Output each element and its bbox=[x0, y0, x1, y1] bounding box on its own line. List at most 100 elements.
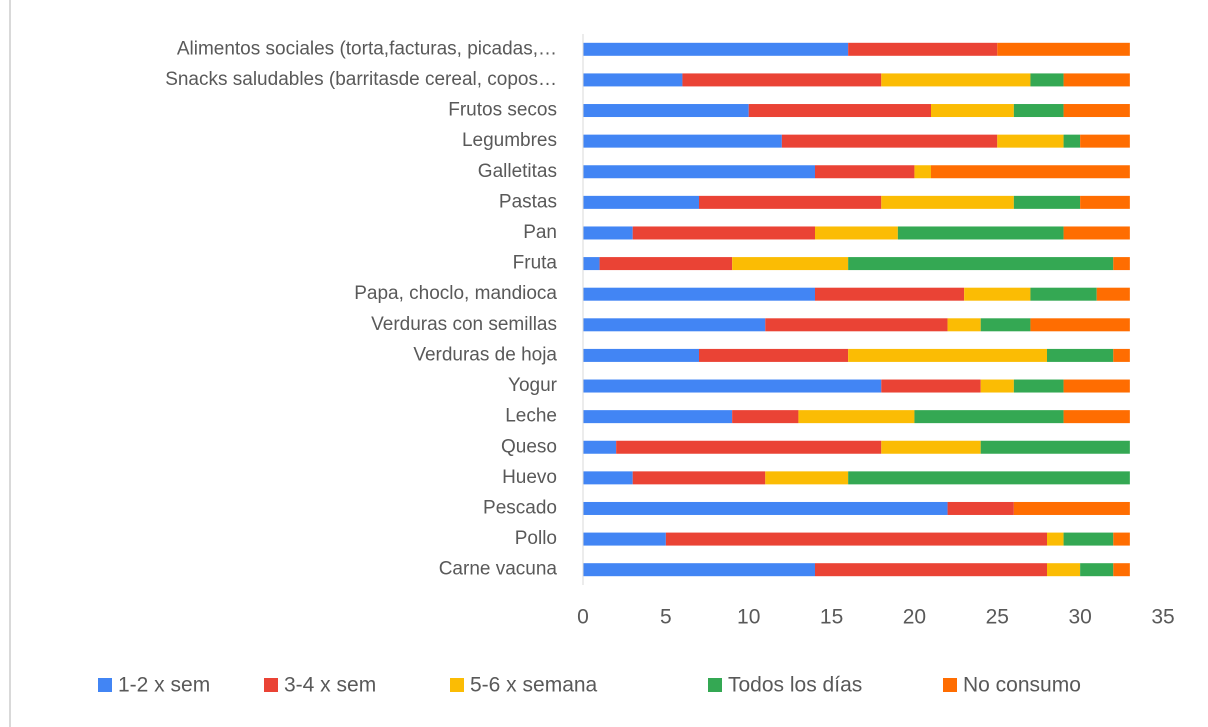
y-tick-label: Snacks saludables (barritasde cereal, co… bbox=[165, 69, 557, 90]
bar-segment bbox=[583, 287, 815, 301]
x-tick-label: 5 bbox=[660, 606, 672, 629]
bar-segment bbox=[1063, 134, 1081, 148]
bar-segment bbox=[583, 73, 683, 87]
bar-segment bbox=[1030, 287, 1097, 301]
bar-segment bbox=[765, 318, 948, 332]
bar-segment bbox=[964, 287, 1031, 301]
bar-segment bbox=[931, 104, 1014, 118]
bar-segment bbox=[881, 195, 1014, 209]
legend-swatch bbox=[98, 678, 112, 692]
y-tick-label: Papa, choclo, mandioca bbox=[354, 283, 557, 304]
bar-segment bbox=[1047, 348, 1114, 362]
y-tick-label: Fruta bbox=[513, 253, 558, 274]
bar-segment bbox=[947, 501, 1014, 515]
bar-segment bbox=[897, 226, 1064, 240]
y-tick-label: Yogur bbox=[508, 375, 558, 396]
bar-segment bbox=[632, 471, 766, 485]
bar-segment bbox=[1113, 257, 1130, 271]
x-tick-label: 0 bbox=[577, 606, 589, 629]
bar-segment bbox=[699, 348, 849, 362]
bar-segment bbox=[583, 348, 699, 362]
bar-segment bbox=[1030, 73, 1064, 87]
bar-segment bbox=[583, 563, 815, 577]
bar-segment bbox=[848, 257, 1114, 271]
bar-segment bbox=[947, 318, 981, 332]
bar-segment bbox=[583, 379, 882, 393]
legend-label: No consumo bbox=[963, 674, 1081, 697]
bar-segment bbox=[699, 195, 882, 209]
bar-segment bbox=[980, 318, 1031, 332]
legend-swatch bbox=[450, 678, 464, 692]
bar-segment bbox=[583, 104, 749, 118]
bar-segment bbox=[815, 563, 1047, 577]
x-tick-label: 15 bbox=[820, 606, 843, 629]
bar-segment bbox=[997, 42, 1130, 56]
bar-segment bbox=[765, 471, 849, 485]
bar-segment bbox=[1013, 104, 1064, 118]
y-tick-label: Legumbres bbox=[462, 130, 557, 151]
y-tick-label: Carne vacuna bbox=[439, 559, 558, 580]
bar-segment bbox=[583, 226, 633, 240]
legend-label: 1-2 x sem bbox=[118, 674, 210, 697]
bar-segment bbox=[732, 410, 799, 424]
bar-segment bbox=[583, 318, 766, 332]
bar-segment bbox=[1013, 195, 1081, 209]
bar-segment bbox=[583, 532, 666, 546]
bar-segment bbox=[781, 134, 998, 148]
bar-segment bbox=[815, 226, 898, 240]
bar-segment bbox=[1063, 379, 1130, 393]
bar-segment bbox=[881, 73, 1031, 87]
bar-segment bbox=[599, 257, 733, 271]
legend-swatch bbox=[708, 678, 722, 692]
bar-segment bbox=[1063, 104, 1130, 118]
y-tick-label: Pan bbox=[523, 222, 557, 243]
bar-segment bbox=[1080, 134, 1130, 148]
bar-segment bbox=[583, 410, 733, 424]
x-tick-label: 25 bbox=[986, 606, 1009, 629]
bar-segment bbox=[931, 165, 1130, 179]
bar-segment bbox=[980, 379, 1014, 393]
bar-segment bbox=[1047, 532, 1064, 546]
bar-segment bbox=[848, 42, 998, 56]
bar-segment bbox=[997, 134, 1064, 148]
bar-segment bbox=[1096, 287, 1130, 301]
bar-segment bbox=[632, 226, 815, 240]
y-tick-label: Queso bbox=[501, 436, 557, 457]
y-tick-label: Pastas bbox=[499, 191, 557, 212]
y-tick-label: Frutos secos bbox=[448, 100, 557, 121]
bar-segment bbox=[914, 410, 1064, 424]
bar-segment bbox=[583, 471, 633, 485]
bar-segment bbox=[665, 532, 1047, 546]
y-tick-label: Verduras con semillas bbox=[371, 314, 557, 335]
bar-segment bbox=[1113, 348, 1130, 362]
bar-segment bbox=[1080, 195, 1130, 209]
y-tick-label: Huevo bbox=[502, 467, 557, 488]
bar-segment bbox=[1063, 226, 1130, 240]
bar-segment bbox=[848, 348, 1047, 362]
bar-segment bbox=[1013, 501, 1130, 515]
bar-segment bbox=[583, 165, 815, 179]
x-tick-label: 20 bbox=[903, 606, 926, 629]
y-tick-label: Galletitas bbox=[478, 161, 557, 182]
bar-segment bbox=[1080, 563, 1114, 577]
bar-segment bbox=[1063, 410, 1130, 424]
legend-label: Todos los días bbox=[728, 674, 862, 697]
bar-segment bbox=[815, 287, 965, 301]
bar-segment bbox=[848, 471, 1130, 485]
bar-segment bbox=[583, 134, 782, 148]
bar-segment bbox=[732, 257, 849, 271]
y-tick-label: Verduras de hoja bbox=[413, 344, 557, 365]
bar-segment bbox=[1013, 379, 1064, 393]
bar-segment bbox=[682, 73, 882, 87]
x-tick-label: 10 bbox=[737, 606, 760, 629]
bar-segment bbox=[583, 501, 948, 515]
bar-segment bbox=[583, 42, 849, 56]
bar-segment bbox=[583, 440, 617, 454]
bar-segment bbox=[1063, 73, 1130, 87]
legend-swatch bbox=[943, 678, 957, 692]
bar-segment bbox=[1047, 563, 1081, 577]
bar-segment bbox=[798, 410, 915, 424]
bar-segment bbox=[914, 165, 931, 179]
legend-swatch bbox=[264, 678, 278, 692]
